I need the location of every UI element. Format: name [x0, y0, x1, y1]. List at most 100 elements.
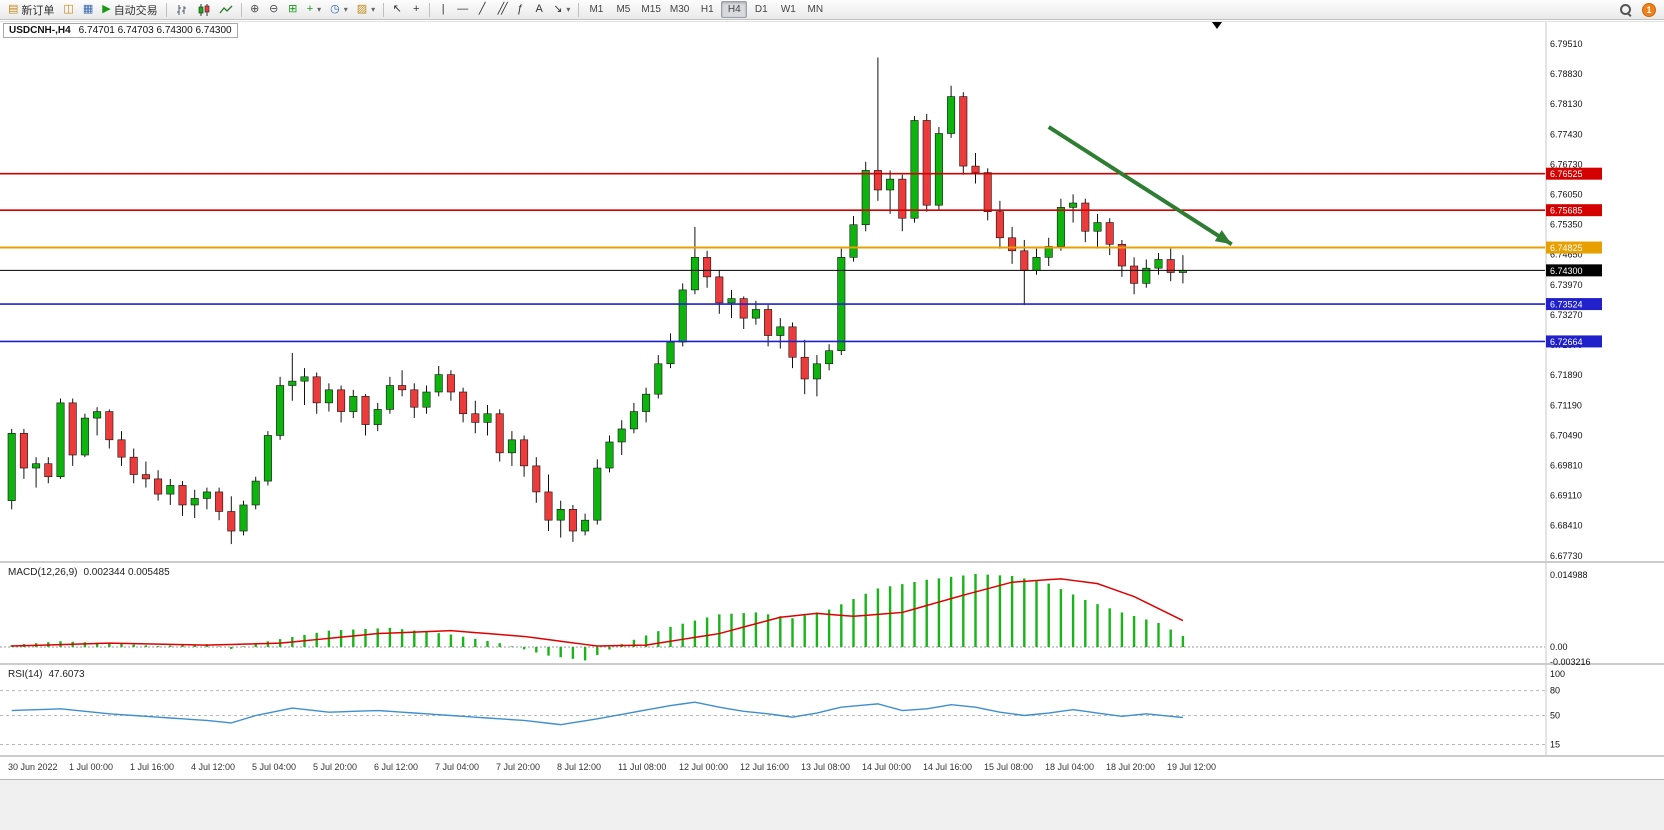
timeframe-h1-button[interactable]: H1 — [700, 4, 714, 15]
bull-candle — [556, 509, 565, 521]
trend-arrow[interactable] — [1047, 125, 1233, 246]
macd-axis-label: 0.00 — [1550, 642, 1568, 652]
zoom-in-button[interactable]: ⊕ — [246, 1, 264, 18]
trendline-tool-button[interactable]: ╱ — [473, 1, 491, 18]
bull-candle — [1093, 222, 1102, 232]
auto-trading-button[interactable]: ▶ 自动交易 — [98, 1, 161, 18]
timeframe-d1-button[interactable]: D1 — [754, 4, 768, 15]
new-order-button[interactable]: ▤ 新订单 — [4, 1, 58, 18]
bear-candle — [312, 376, 321, 404]
bear-candle — [227, 511, 236, 532]
timeframe-w1-button[interactable]: W1 — [780, 4, 796, 15]
bear-candle — [141, 474, 150, 480]
bull-candle — [324, 389, 333, 404]
periods-button[interactable]: ◷ ▾ — [326, 1, 352, 18]
bull-candle — [80, 417, 89, 456]
templates-button[interactable]: ▨ ▾ — [353, 1, 379, 18]
bull-candle — [1056, 207, 1065, 247]
price-axis-label: 6.70490 — [1550, 430, 1583, 440]
time-axis-label: 1 Jul 00:00 — [69, 762, 113, 772]
indicators-icon: + — [306, 3, 314, 15]
periods-icon: ◷ — [330, 3, 340, 15]
bear-candle — [1020, 250, 1029, 271]
bull-candle — [690, 257, 699, 291]
timeframe-m30-button[interactable]: M30 — [669, 4, 690, 15]
price-tag-label: 6.73524 — [1550, 300, 1583, 310]
rsi-axis-label: 100 — [1550, 669, 1565, 679]
bull-candle — [654, 363, 663, 395]
bull-candle — [276, 385, 285, 436]
bull-candle — [910, 120, 919, 219]
bear-candle — [459, 391, 468, 415]
bull-candle — [1044, 246, 1053, 258]
bear-candle — [873, 170, 882, 191]
fibonacci-tool-button[interactable]: ƒ — [511, 1, 529, 18]
rsi-pane-label: RSI(14) 47.6073 — [8, 669, 85, 680]
new-chart-button[interactable]: ◫ — [59, 1, 77, 18]
cursor-tool-button[interactable]: ↖ — [388, 1, 406, 18]
bear-candle — [178, 485, 187, 506]
crosshair-icon: + — [412, 3, 420, 15]
rsi-indicator-name: RSI(14) — [8, 669, 43, 680]
text-tool-icon: A — [535, 3, 543, 15]
text-tool-button[interactable]: A — [530, 1, 548, 18]
timeframe-mn-button[interactable]: MN — [807, 4, 824, 15]
timeframe-m5-button[interactable]: M5 — [616, 4, 631, 15]
price-tag — [1546, 241, 1602, 254]
profiles-button[interactable]: ▦ — [79, 1, 97, 18]
rsi-axis-label: 80 — [1550, 686, 1560, 696]
notification-badge[interactable]: 1 — [1642, 2, 1656, 17]
price-tag — [1546, 335, 1602, 348]
chart-ohlc-values: 6.74701 6.74703 6.74300 6.74300 — [78, 25, 232, 36]
indicators-button[interactable]: + ▾ — [303, 1, 325, 18]
time-axis-label: 8 Jul 12:00 — [557, 762, 601, 772]
timeframe-m1-button[interactable]: M1 — [589, 4, 604, 15]
timeframe-m15-button[interactable]: M15 — [641, 4, 661, 15]
search-button[interactable] — [1616, 1, 1636, 18]
auto-trading-label: 自动交易 — [113, 4, 158, 17]
bear-candle — [544, 491, 553, 521]
bull-candle — [507, 439, 516, 454]
price-axis-label: 6.73270 — [1550, 310, 1583, 320]
bear-candle — [337, 389, 346, 412]
time-axis-label: 5 Jul 20:00 — [313, 762, 357, 772]
bull-candle — [861, 170, 870, 226]
time-axis-label: 13 Jul 08:00 — [801, 762, 850, 772]
macd-signal-line — [11, 578, 1184, 647]
scroll-to-end-marker[interactable] — [1212, 22, 1222, 29]
price-axis-label: 6.71890 — [1550, 370, 1583, 380]
bull-candle — [251, 480, 260, 506]
chevron-down-icon: ▾ — [343, 5, 348, 14]
crosshair-tool-button[interactable]: + — [407, 1, 425, 18]
bear-candle — [154, 478, 163, 495]
vertical-line-tool-button[interactable]: | — [434, 1, 452, 18]
candlestick-chart-button[interactable] — [193, 1, 214, 18]
candlestick-chart-icon — [198, 3, 210, 16]
channel-tool-button[interactable]: ╱╱ — [492, 1, 510, 18]
bull-candle — [605, 441, 614, 469]
trend-arrow-head[interactable] — [1214, 230, 1235, 250]
horizontal-line-icon: — — [457, 3, 469, 15]
templates-icon: ▨ — [356, 3, 368, 15]
bear-candle — [800, 356, 809, 380]
tile-windows-icon: ⊞ — [288, 3, 298, 15]
bull-candle — [886, 178, 895, 191]
bear-candle — [1105, 222, 1114, 245]
time-axis-label: 15 Jul 08:00 — [984, 762, 1033, 772]
price-axis-label: 6.69810 — [1550, 460, 1583, 470]
zoom-out-button[interactable]: ⊖ — [265, 1, 283, 18]
bar-chart-button[interactable] — [171, 1, 192, 18]
timeframe-h4-button[interactable]: H4 — [721, 1, 748, 18]
arrows-tool-button[interactable]: ↘ ▾ — [549, 1, 574, 18]
toolbar-separator — [383, 2, 385, 17]
line-chart-icon — [219, 5, 233, 13]
line-chart-button[interactable] — [215, 1, 237, 18]
macd-pane-label: MACD(12,26,9) 0.002344 0.005485 — [8, 567, 170, 578]
timeframe-group: M1 M5 M15 M30 H1 H4 D1 W1 MN — [583, 1, 828, 18]
tile-windows-button[interactable]: ⊞ — [284, 1, 302, 18]
bull-candle — [617, 428, 626, 443]
bear-candle — [995, 211, 1004, 239]
horizontal-line-tool-button[interactable]: — — [453, 1, 472, 18]
